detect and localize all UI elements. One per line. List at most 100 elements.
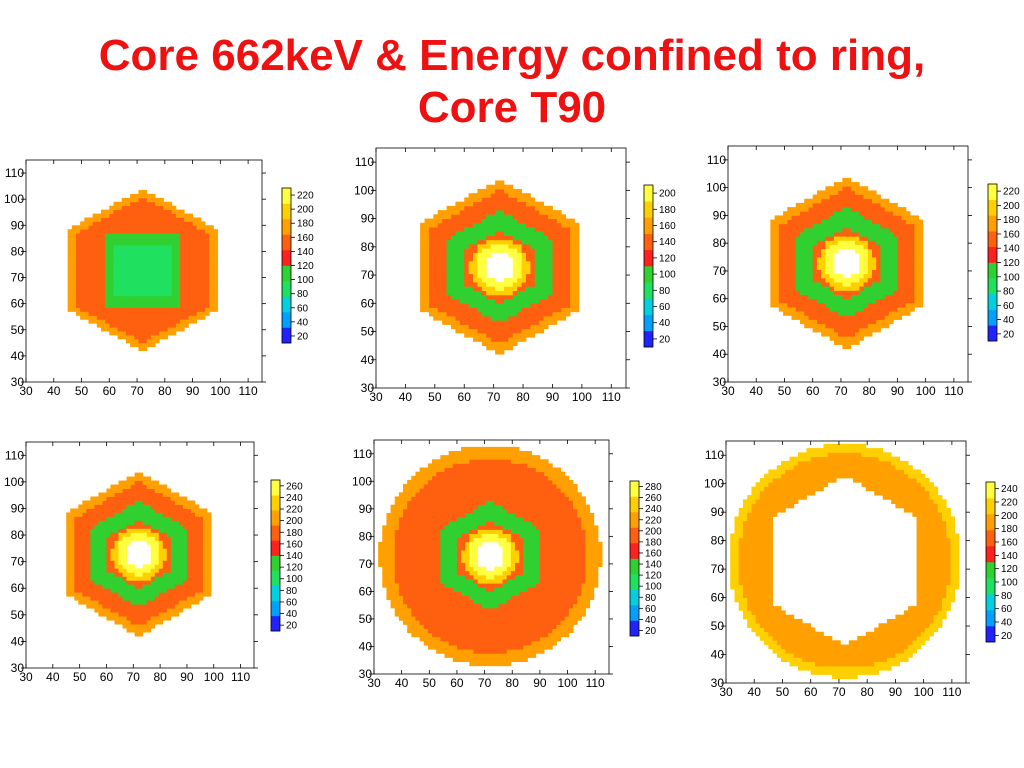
y-tick-label: 110 <box>5 166 24 180</box>
heatmap-cell <box>170 596 176 601</box>
heatmap-cell <box>812 257 818 262</box>
heatmap-cell <box>548 244 553 249</box>
heatmap-cell <box>166 488 172 493</box>
heatmap-cell <box>154 620 160 625</box>
heatmap-cell <box>825 290 831 295</box>
heatmap-cell <box>561 227 567 232</box>
heatmap-cell <box>118 524 123 529</box>
heatmap-cell <box>442 277 447 283</box>
heatmap-cell <box>770 227 775 233</box>
heatmap-cell <box>420 286 425 291</box>
heatmap-cell <box>526 320 531 325</box>
heatmap-cell <box>196 225 202 230</box>
heatmap-cell <box>113 217 119 222</box>
heatmap-cell <box>100 284 106 289</box>
heatmap-cell <box>910 236 915 241</box>
heatmap-cell <box>118 504 123 509</box>
heatmap-cell <box>114 596 119 601</box>
heatmap-cell <box>121 323 127 328</box>
heatmap-cell <box>163 264 168 269</box>
heatmap-cell <box>102 600 107 605</box>
heatmap-cell <box>477 294 483 300</box>
heatmap-cell <box>134 323 139 328</box>
heatmap-cell <box>774 298 780 304</box>
heatmap-cell <box>787 311 792 316</box>
heatmap-cell <box>850 319 856 325</box>
colorbar-segment <box>282 219 291 235</box>
heatmap-cell <box>867 327 873 333</box>
heatmap-cell <box>473 282 478 287</box>
heatmap-cell <box>142 536 148 541</box>
heatmap-cell <box>122 508 127 513</box>
heatmap-cell <box>477 337 483 342</box>
heatmap-cell <box>84 303 89 308</box>
y-tick-label: 100 <box>354 183 374 197</box>
heatmap-cell <box>490 341 496 347</box>
heatmap-cell <box>207 548 212 553</box>
heatmap-cell <box>543 290 549 296</box>
heatmap-cell <box>437 252 443 258</box>
heatmap-cell <box>519 636 524 642</box>
heatmap-cell <box>175 311 181 316</box>
colorbar-tick-label: 120 <box>297 261 314 272</box>
heatmap-cell <box>455 328 461 334</box>
heatmap-cell <box>494 640 499 646</box>
heatmap-cell <box>130 311 135 316</box>
heatmap-cell <box>94 524 99 529</box>
heatmap-cell <box>863 219 869 225</box>
heatmap-cell <box>424 218 430 224</box>
heatmap-cell <box>182 508 188 513</box>
heatmap-cell <box>502 628 508 634</box>
heatmap-cell <box>534 205 540 211</box>
heatmap-cell <box>130 260 135 265</box>
heatmap-cell <box>451 256 456 262</box>
heatmap-cell <box>138 536 144 541</box>
heatmap-cell <box>490 649 495 654</box>
heatmap-cell <box>70 520 75 525</box>
heatmap-cell <box>158 488 164 493</box>
y-tick-label: 50 <box>361 325 375 339</box>
heatmap-cell <box>437 282 443 287</box>
heatmap-cell <box>448 636 454 642</box>
heatmap-cell <box>495 201 500 207</box>
colorbar-tick-label: 200 <box>286 516 303 527</box>
heatmap-cell <box>821 327 826 333</box>
heatmap-cell <box>171 221 177 226</box>
heatmap-cell <box>98 560 103 565</box>
heatmap-cell <box>523 636 528 642</box>
heatmap-cell <box>199 524 204 529</box>
heatmap-cell <box>893 248 898 254</box>
heatmap-cell <box>901 227 907 233</box>
heatmap-cell <box>468 256 474 262</box>
heatmap-cell <box>855 340 860 345</box>
heatmap-cell <box>561 218 567 224</box>
heatmap-cell <box>433 218 439 224</box>
heatmap-cell <box>186 504 192 509</box>
heatmap-cell <box>114 564 119 569</box>
heatmap-cell <box>178 504 184 509</box>
heatmap-cell <box>897 244 903 250</box>
heatmap-cell <box>80 295 85 301</box>
heatmap-cell <box>75 284 81 289</box>
heatmap-cell <box>80 233 85 238</box>
heatmap-cell <box>510 657 516 663</box>
heatmap-cell <box>163 315 168 320</box>
y-tick-label: 80 <box>11 244 25 258</box>
heatmap-cell <box>90 516 95 521</box>
heatmap-cell <box>86 524 91 529</box>
heatmap-cell <box>534 328 540 334</box>
heatmap-cell <box>473 645 479 650</box>
heatmap-cell <box>100 233 106 238</box>
heatmap-cell <box>825 302 831 308</box>
heatmap-cell <box>88 315 94 320</box>
heatmap-cell <box>184 225 189 230</box>
heatmap-cell <box>100 225 106 230</box>
heatmap-cell <box>448 640 454 646</box>
heatmap-cell <box>829 290 835 295</box>
heatmap-cell <box>199 544 204 549</box>
heatmap-cell <box>98 564 103 569</box>
heatmap-cell <box>75 248 81 254</box>
heatmap-cell <box>552 290 558 296</box>
heatmap-cell <box>199 548 204 553</box>
heatmap-cell <box>158 568 164 573</box>
